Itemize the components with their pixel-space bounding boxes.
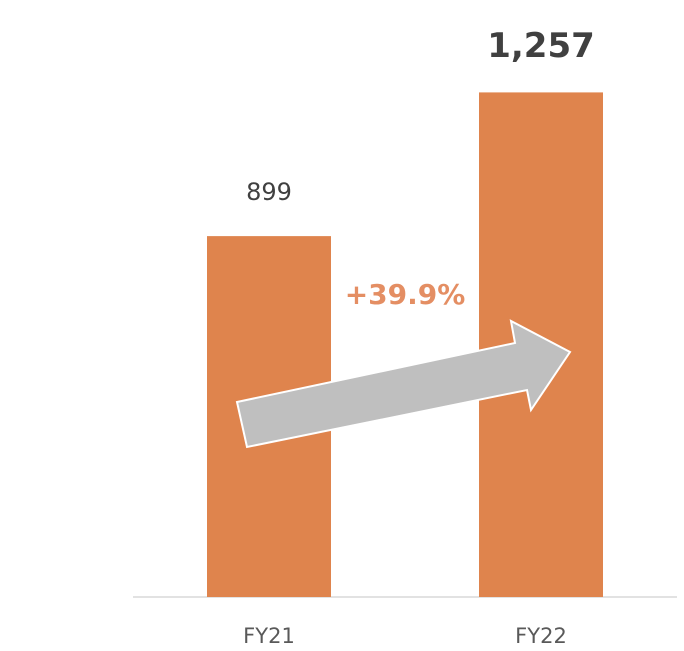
- x-tick-label: FY22: [515, 624, 567, 648]
- value-label: 899: [246, 178, 292, 206]
- growth-arrow: [235, 319, 572, 449]
- value-label: 1,257: [487, 26, 595, 66]
- x-tick-label: FY21: [243, 624, 295, 648]
- growth-annotation: +39.9%: [345, 278, 466, 311]
